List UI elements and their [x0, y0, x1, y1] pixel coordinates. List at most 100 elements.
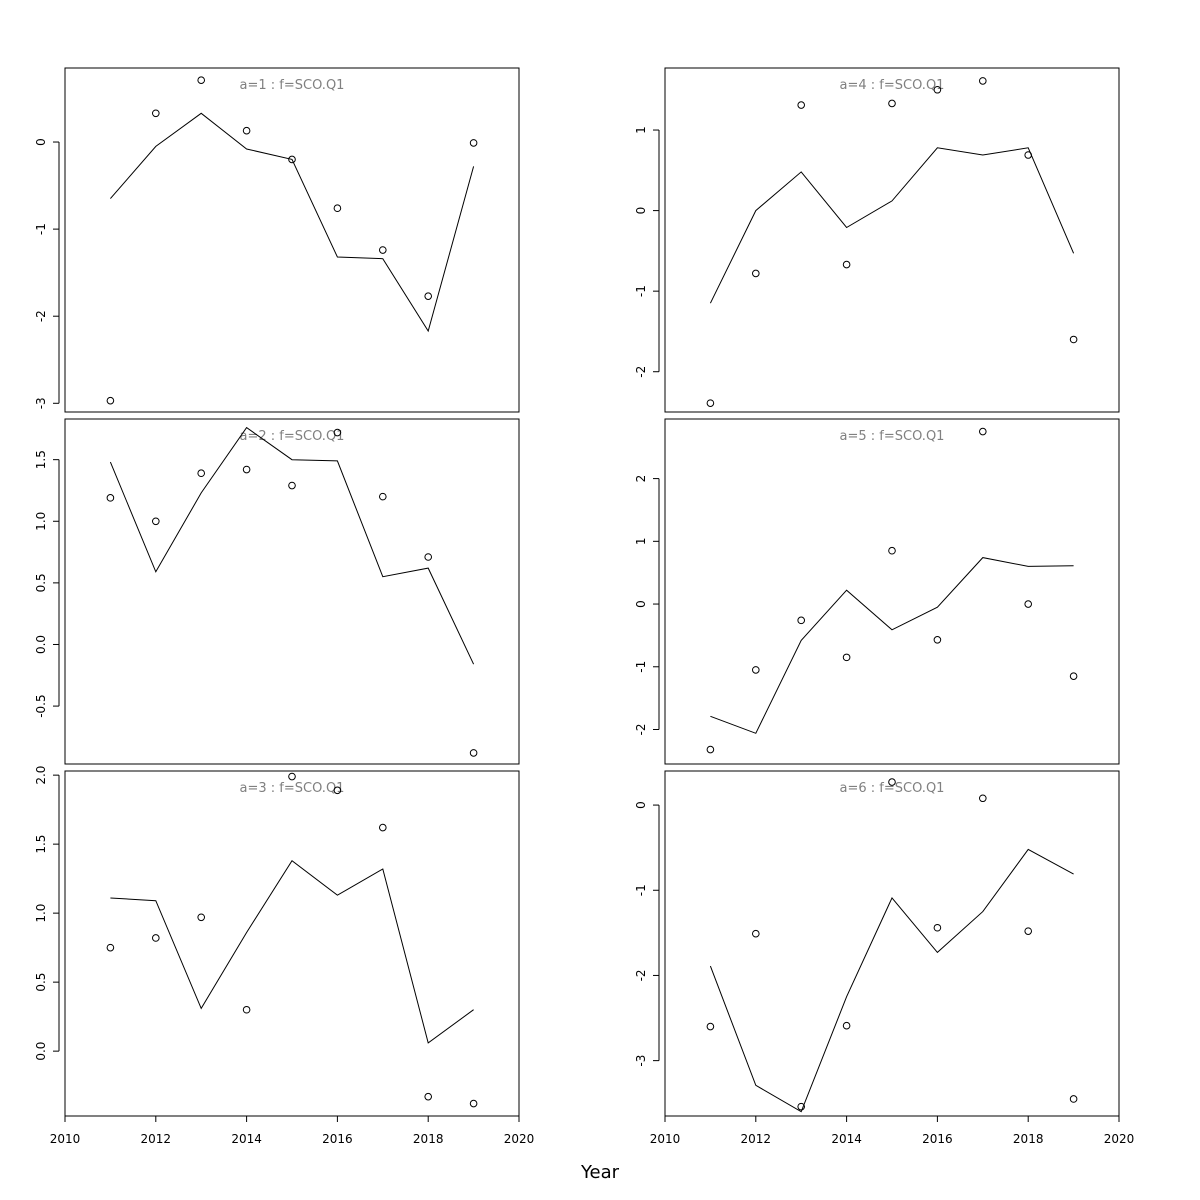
- x-tick-label: 2010: [50, 1132, 81, 1146]
- panel-title: a=2 : f=SCO.Q1: [240, 429, 345, 444]
- y-tick-label: 1: [634, 126, 648, 134]
- panel-6: a=6 : f=SCO.Q1 0 -1 -2 -3 2010 2012 2014 2016 201…: [634, 770, 1135, 1146]
- observed-point: [197, 76, 205, 84]
- observed-point: [706, 1022, 715, 1031]
- observed-point: [979, 794, 987, 803]
- y-tick-label: 0.0: [34, 635, 48, 654]
- y-tick-label: 1.5: [34, 450, 48, 469]
- observed-point: [379, 823, 387, 832]
- observed-point: [706, 745, 715, 754]
- panel-title: a=6 : f=SCO.Q1: [840, 781, 945, 796]
- x-tick-label: 2016: [922, 1132, 953, 1146]
- observed-point: [152, 934, 160, 942]
- plot-frame: [64, 418, 520, 765]
- observed-point: [333, 204, 342, 213]
- observed-point: [106, 943, 115, 952]
- panel-2: a=2 : f=SCO.Q1 1.5 1.0 0.5 0.0 -0.5: [34, 418, 520, 765]
- x-tick-label: 2012: [141, 1132, 172, 1146]
- y-tick-label: -3: [34, 397, 48, 409]
- observed-point: [152, 109, 160, 118]
- x-tick-label: 2020: [1104, 1132, 1135, 1146]
- y-tick-label: -1: [34, 223, 48, 235]
- y-tick-label: 0: [634, 600, 648, 608]
- observed-point: [1024, 151, 1032, 159]
- x-tick-label: 2012: [741, 1132, 772, 1146]
- y-tick-label: -1: [634, 285, 648, 297]
- observed-point: [333, 428, 342, 437]
- observed-point: [242, 126, 251, 135]
- observed-point: [379, 246, 387, 254]
- observed-point: [888, 778, 896, 786]
- observed-point: [242, 1005, 251, 1014]
- observed-point: [469, 1099, 478, 1108]
- observed-point: [288, 772, 296, 781]
- observed-point: [979, 77, 987, 85]
- y-tick-label: 0: [634, 207, 648, 215]
- y-tick-label: 1.0: [34, 512, 48, 531]
- panel-1: a=1 : f=SCO.Q1 0 -1 -2 -3: [34, 67, 520, 413]
- plot-frame: [664, 418, 1120, 765]
- x-tick-label: 2010: [650, 1132, 681, 1146]
- x-tick-label: 2020: [504, 1132, 535, 1146]
- y-tick-label: 0: [34, 138, 48, 146]
- observed-point: [424, 1092, 433, 1101]
- observed-point: [752, 929, 760, 938]
- observed-point: [888, 546, 896, 555]
- panel-4: a=4 : f=SCO.Q1 1 0 -1 -2: [634, 67, 1120, 413]
- observed-point: [752, 269, 760, 278]
- observed-point: [1024, 927, 1032, 935]
- y-tick-label: -2: [634, 724, 648, 736]
- y-tick-label: -2: [634, 969, 648, 981]
- x-tick-label: 2014: [831, 1132, 862, 1146]
- observed-point: [842, 260, 851, 269]
- y-tick-label: -0.5: [34, 694, 48, 717]
- observed-point: [797, 101, 806, 109]
- observed-point: [424, 553, 433, 561]
- observed-point: [288, 155, 296, 164]
- observed-point: [1069, 672, 1078, 680]
- observed-point: [424, 292, 433, 300]
- panel-title: a=1 : f=SCO.Q1: [240, 78, 345, 93]
- observed-point: [933, 923, 942, 932]
- panel-3: a=3 : f=SCO.Q1 2.0 1.5 1.0 0.5 0.0 2010 2012 201…: [34, 766, 534, 1146]
- observed-point: [979, 427, 987, 436]
- panel-title: a=5 : f=SCO.Q1: [840, 429, 945, 444]
- y-tick-label: -2: [34, 310, 48, 322]
- observed-point: [1024, 600, 1032, 608]
- observed-point: [333, 786, 342, 795]
- observed-point: [797, 616, 806, 625]
- y-tick-label: 2: [634, 475, 648, 483]
- y-tick-label: -1: [634, 884, 648, 896]
- y-tick-label: 1.5: [34, 835, 48, 854]
- observed-point: [152, 517, 160, 526]
- panel-5: a=5 : f=SCO.Q1 2 1 0 -1 -2: [634, 418, 1120, 765]
- plot-frame: [664, 770, 1120, 1117]
- x-tick-label: 2016: [322, 1132, 353, 1146]
- fitted-line: [709, 848, 1074, 1113]
- y-tick-label: 0.0: [34, 1042, 48, 1061]
- observed-point: [469, 749, 478, 757]
- observed-point: [842, 1021, 851, 1030]
- observed-point: [288, 481, 296, 490]
- observed-point: [752, 666, 760, 674]
- observed-point: [197, 469, 205, 478]
- y-tick-label: 1.0: [34, 904, 48, 923]
- x-tick-label: 2018: [1013, 1132, 1044, 1146]
- y-tick-label: 0.5: [34, 973, 48, 992]
- x-tick-label: 2018: [413, 1132, 444, 1146]
- x-tick-label: 2014: [231, 1132, 262, 1146]
- observed-point: [197, 913, 205, 922]
- y-tick-label: 0: [634, 801, 648, 809]
- panel-title: a=4 : f=SCO.Q1: [840, 78, 945, 93]
- x-axis-label: Year: [580, 1162, 620, 1183]
- observed-point: [933, 636, 942, 644]
- y-tick-label: -2: [634, 366, 648, 378]
- observed-point: [379, 492, 387, 501]
- y-tick-label: 2.0: [34, 766, 48, 785]
- observed-point: [933, 85, 942, 94]
- observed-point: [797, 1102, 806, 1111]
- observed-point: [469, 139, 478, 147]
- fitted-line: [109, 426, 475, 665]
- observed-point: [106, 494, 115, 502]
